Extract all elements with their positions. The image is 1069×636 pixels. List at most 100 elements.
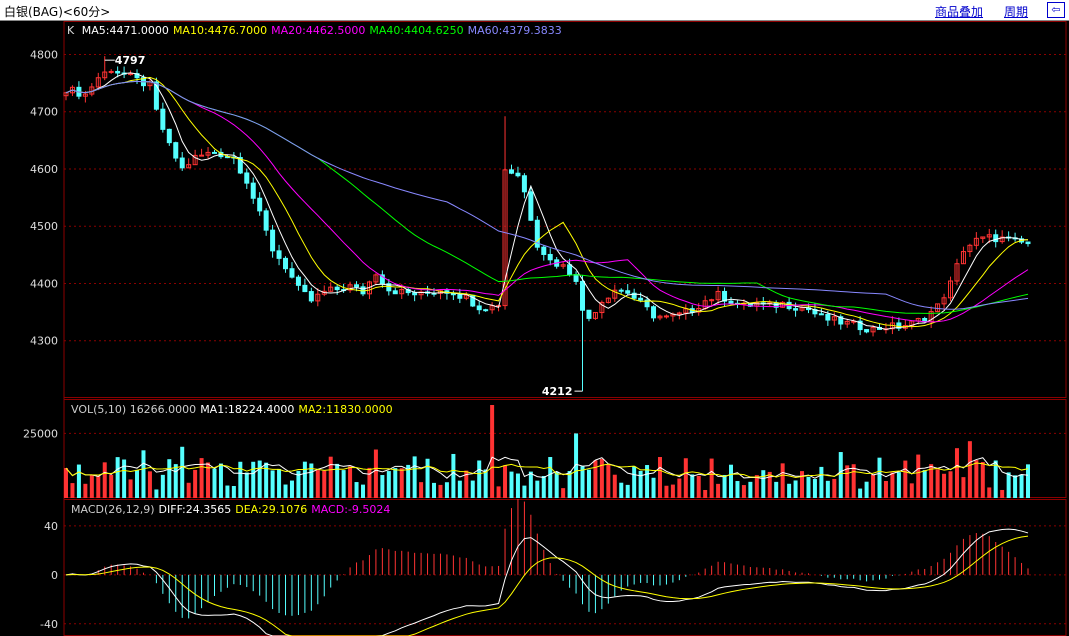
- volume-bar: [283, 484, 288, 498]
- volume-bar: [122, 459, 127, 498]
- volume-bar: [160, 474, 165, 498]
- candle-body: [166, 128, 172, 144]
- candle-body: [483, 309, 489, 312]
- price-tick-label: 4800: [30, 48, 58, 61]
- volume-bar: [477, 460, 482, 498]
- volume-bar: [819, 466, 824, 498]
- volume-bar: [987, 487, 992, 498]
- ma40-line: [65, 80, 1029, 314]
- volume-bar: [748, 481, 753, 498]
- volume-bar: [102, 462, 107, 498]
- volume-bar: [218, 463, 223, 498]
- volume-bar: [535, 480, 540, 498]
- volume-bar: [302, 461, 307, 498]
- volume-bar: [1006, 472, 1011, 498]
- price-tick-label: 4700: [30, 106, 58, 119]
- volume-bar: [490, 405, 495, 498]
- candle-body: [896, 322, 902, 329]
- candle-body: [328, 286, 334, 292]
- volume-bar: [883, 480, 888, 498]
- volume-bar: [386, 471, 391, 498]
- candle-body: [502, 169, 508, 307]
- volume-bar: [638, 470, 643, 498]
- candle-body: [457, 294, 463, 299]
- candle-body: [954, 263, 960, 282]
- candle-body: [592, 312, 598, 319]
- price-legend: K MA5:4471.0000 MA10:4476.7000 MA20:4462.5…: [67, 24, 562, 37]
- candle-body: [573, 274, 579, 282]
- ma5-line: [65, 72, 1029, 330]
- candle-body: [605, 297, 611, 303]
- volume-bar: [141, 450, 146, 498]
- volume-bar: [709, 458, 714, 498]
- volume-bar: [438, 484, 443, 498]
- back-arrow-icon[interactable]: ⇦: [1047, 2, 1065, 18]
- volume-bar: [864, 481, 869, 498]
- volume-bar: [961, 477, 966, 498]
- price-tick-label: 4300: [30, 335, 58, 348]
- volume-bar: [115, 457, 120, 498]
- candle-body: [153, 81, 159, 110]
- candle-body: [173, 142, 179, 159]
- volume-bar: [522, 485, 527, 498]
- volume-bar: [929, 464, 934, 498]
- volume-bar: [1000, 489, 1005, 498]
- macd-tick-label: -40: [40, 618, 58, 631]
- volume-bar: [774, 481, 779, 498]
- volume-bar: [606, 464, 611, 498]
- volume-bar: [464, 470, 469, 498]
- volume-bar: [619, 482, 624, 498]
- volume-bar: [212, 468, 217, 498]
- candle-body: [631, 292, 637, 299]
- ma-legend-entry: MA40:4404.6250: [369, 24, 463, 37]
- volume-bar: [812, 479, 817, 498]
- volume-bar: [432, 482, 437, 498]
- volume-bar: [199, 458, 204, 498]
- candle-body: [463, 294, 469, 299]
- volume-bar: [83, 483, 88, 498]
- volume-bar: [70, 483, 75, 498]
- volume-ma2-line: [65, 462, 1029, 478]
- overlay-commodity-link[interactable]: 商品叠加: [935, 5, 984, 19]
- candle-body: [541, 246, 547, 255]
- candle-body: [599, 301, 605, 314]
- volume-bar: [373, 449, 378, 498]
- volume-bar: [916, 454, 921, 498]
- volume-bar: [457, 480, 462, 498]
- macd-legend-entry: DIFF:24.3565: [159, 503, 232, 516]
- volume-bar: [322, 470, 327, 498]
- volume-bar: [845, 465, 850, 498]
- candle-body: [308, 291, 314, 302]
- volume-bar: [89, 474, 94, 498]
- volume-bar: [780, 463, 785, 498]
- candle-body: [941, 297, 947, 305]
- macd-tick-label: 40: [44, 520, 58, 533]
- volume-bar: [993, 460, 998, 498]
- volume-bar: [167, 459, 172, 498]
- volume-bar: [335, 463, 340, 498]
- candle-body: [567, 264, 573, 276]
- candle-body: [192, 154, 198, 166]
- candle-body: [657, 315, 663, 319]
- candle-body: [354, 284, 360, 288]
- volume-bar: [251, 461, 256, 498]
- ma-legend-entry: MA60:4379.3833: [468, 24, 562, 37]
- candle-body: [108, 70, 114, 73]
- volume-bar: [980, 462, 985, 498]
- volume-legend: VOL(5,10) 16266.0000 MA1:18224.4000 MA2:11…: [71, 403, 393, 416]
- high-price-label: 4797: [115, 54, 146, 67]
- candle-body: [999, 236, 1005, 243]
- volume-bar: [922, 470, 927, 498]
- period-link[interactable]: 周期: [1004, 5, 1029, 19]
- volume-tick-label: 25000: [23, 427, 58, 440]
- volume-bar: [257, 460, 262, 498]
- ma-legend-entry: MA20:4462.5000: [271, 24, 365, 37]
- volume-bar: [625, 484, 630, 498]
- candle-body: [347, 284, 353, 291]
- candle-body: [825, 314, 831, 321]
- volume-bar: [825, 480, 830, 498]
- candle-body: [534, 219, 540, 248]
- volume-bar: [96, 476, 101, 498]
- candle-body: [283, 257, 289, 270]
- volume-bar: [399, 468, 404, 498]
